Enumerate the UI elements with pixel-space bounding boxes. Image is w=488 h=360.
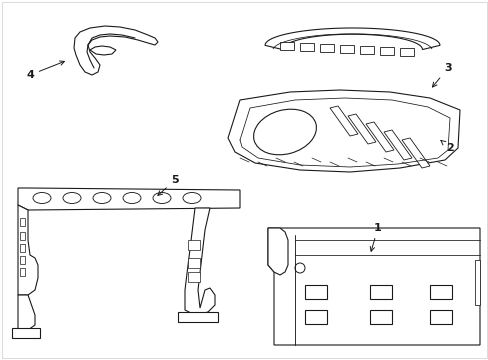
Polygon shape — [474, 260, 479, 305]
Bar — [339, 45, 353, 53]
Polygon shape — [267, 228, 287, 275]
Polygon shape — [18, 295, 35, 330]
Polygon shape — [347, 114, 375, 144]
Ellipse shape — [294, 263, 305, 273]
Polygon shape — [18, 188, 240, 210]
Ellipse shape — [183, 193, 201, 203]
Bar — [187, 272, 200, 282]
Bar — [369, 285, 391, 299]
Ellipse shape — [93, 193, 111, 203]
Ellipse shape — [33, 193, 51, 203]
Bar — [429, 285, 451, 299]
Bar — [379, 47, 393, 55]
Polygon shape — [74, 26, 158, 75]
Bar — [20, 268, 25, 276]
Ellipse shape — [63, 193, 81, 203]
Polygon shape — [18, 205, 38, 295]
Polygon shape — [227, 90, 459, 172]
Polygon shape — [383, 130, 411, 160]
Bar — [305, 285, 326, 299]
Bar — [429, 310, 451, 324]
Bar — [299, 43, 313, 51]
Polygon shape — [264, 28, 439, 50]
Bar — [20, 232, 25, 240]
Text: 5: 5 — [158, 175, 179, 195]
Bar — [187, 258, 200, 268]
Text: 3: 3 — [431, 63, 451, 87]
Ellipse shape — [253, 109, 316, 155]
Polygon shape — [401, 138, 429, 168]
Text: 1: 1 — [369, 223, 381, 251]
Bar — [280, 42, 293, 50]
Text: 4: 4 — [26, 61, 64, 80]
Polygon shape — [184, 208, 215, 315]
Bar — [369, 310, 391, 324]
Ellipse shape — [153, 193, 171, 203]
Bar — [399, 48, 413, 56]
Polygon shape — [178, 312, 218, 322]
Polygon shape — [267, 228, 479, 345]
Ellipse shape — [123, 193, 141, 203]
Bar — [319, 44, 333, 52]
Bar — [20, 244, 25, 252]
Bar — [187, 240, 200, 250]
Bar — [20, 218, 25, 226]
Polygon shape — [365, 122, 393, 152]
Text: 2: 2 — [440, 140, 453, 153]
Polygon shape — [12, 328, 40, 338]
Polygon shape — [90, 46, 116, 55]
Bar — [305, 310, 326, 324]
Polygon shape — [329, 106, 357, 136]
Bar — [20, 256, 25, 264]
Bar — [359, 46, 373, 54]
